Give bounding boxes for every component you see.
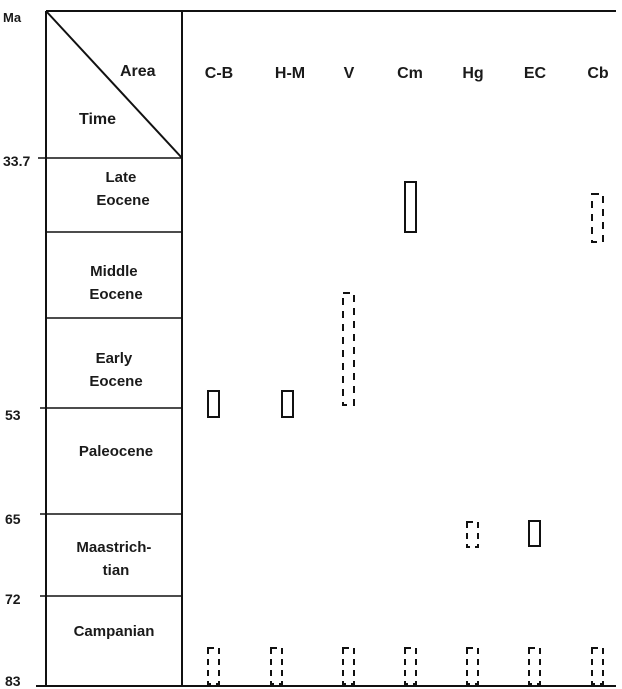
header-area-label: Area xyxy=(120,63,156,80)
period-label-line: Early xyxy=(96,350,133,367)
axis-tick-72: 72 xyxy=(5,591,21,607)
area-header-cb: Cb xyxy=(587,65,609,82)
area-header-h-m: H-M xyxy=(275,65,305,82)
period-label-line: Campanian xyxy=(74,623,155,640)
area-header-v: V xyxy=(344,65,355,82)
range-mark-c-b-solid xyxy=(207,390,220,418)
period-label-line: tian xyxy=(103,562,130,579)
period-label-line: Maastrich- xyxy=(76,539,151,556)
axis-tick-83: 83 xyxy=(5,673,21,689)
range-mark-cb-campanian xyxy=(591,647,604,685)
period-label-line: Paleocene xyxy=(79,443,153,460)
period-label-maastrichtian: Maastrich- tian xyxy=(76,539,155,579)
period-label-paleocene: Paleocene xyxy=(79,443,153,460)
period-label-early-eocene: Early Eocene xyxy=(89,350,142,390)
range-mark-cm-solid xyxy=(404,181,417,233)
range-mark-ec-solid xyxy=(528,520,541,547)
range-mark-h-m-campanian xyxy=(270,647,283,685)
area-header-c-b: C-B xyxy=(205,65,233,82)
header-time-label: Time xyxy=(79,111,116,128)
range-mark-c-b-campanian xyxy=(207,647,220,685)
period-separators xyxy=(38,157,182,597)
area-header-ec: EC xyxy=(524,65,547,82)
period-label-middle-eocene: Middle Eocene xyxy=(89,263,142,303)
range-mark-cm-campanian xyxy=(404,647,417,685)
axis-tick-53: 53 xyxy=(5,407,21,423)
table-frame xyxy=(36,10,616,687)
header-diagonal-line xyxy=(45,10,183,159)
area-header-cm: Cm xyxy=(397,65,423,82)
range-mark-hg-campanian xyxy=(466,647,479,685)
period-labels: Late Eocene Middle Eocene Early Eocene P… xyxy=(74,169,155,640)
range-marks xyxy=(207,181,604,685)
range-mark-ec-campanian xyxy=(528,647,541,685)
period-label-campanian: Campanian xyxy=(74,623,155,640)
range-mark-hg-dashed xyxy=(466,521,479,548)
range-mark-v-campanian xyxy=(342,647,355,685)
area-header-hg: Hg xyxy=(462,65,483,82)
axis-tick-65: 65 xyxy=(5,511,21,527)
period-label-line: Eocene xyxy=(89,286,142,303)
range-mark-h-m-solid xyxy=(281,390,294,418)
area-headers: C-B H-M V Cm Hg EC Cb xyxy=(205,65,609,82)
range-mark-v-dashed xyxy=(342,292,355,406)
period-label-line: Eocene xyxy=(96,192,149,209)
range-mark-cb-dashed xyxy=(591,193,604,243)
axis-tick-33.7: 33.7 xyxy=(3,153,30,169)
axis-unit-label: Ma xyxy=(3,10,22,25)
period-label-late-eocene: Late Eocene xyxy=(96,169,149,209)
period-label-line: Late xyxy=(105,169,136,186)
period-label-line: Middle xyxy=(90,263,138,280)
period-label-line: Eocene xyxy=(89,373,142,390)
